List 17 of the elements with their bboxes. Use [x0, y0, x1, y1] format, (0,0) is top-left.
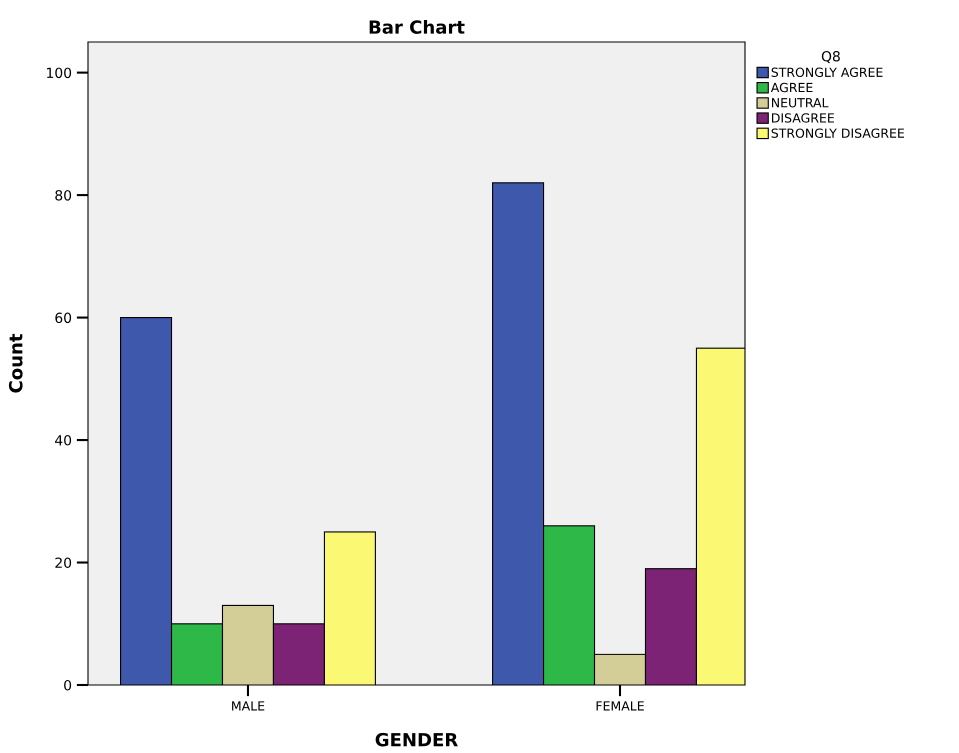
- y-axis-title: Count: [8, 334, 23, 393]
- x-tick-label: FEMALE: [596, 701, 644, 710]
- legend-label: STRONGLY AGREE: [772, 68, 883, 77]
- y-tick-label: 80: [55, 190, 72, 201]
- x-tick-label: MALE: [232, 701, 264, 710]
- y-tick-label: 60: [55, 312, 72, 324]
- chart-title: Bar Chart: [370, 20, 465, 34]
- y-tick-label: 40: [55, 435, 72, 446]
- x-axis-title: GENDER: [376, 732, 458, 746]
- y-tick-label: 100: [47, 68, 72, 78]
- legend-label: AGREE: [770, 82, 812, 92]
- legend-label: STRONGLY DISAGREE: [772, 128, 904, 138]
- legend-label: NEUTRAL: [772, 98, 828, 108]
- y-tick-label: 20: [55, 557, 72, 568]
- legend-label: DISAGREE: [772, 113, 834, 123]
- legend-title: Q8: [822, 50, 840, 64]
- y-tick-label: 0: [64, 680, 72, 690]
